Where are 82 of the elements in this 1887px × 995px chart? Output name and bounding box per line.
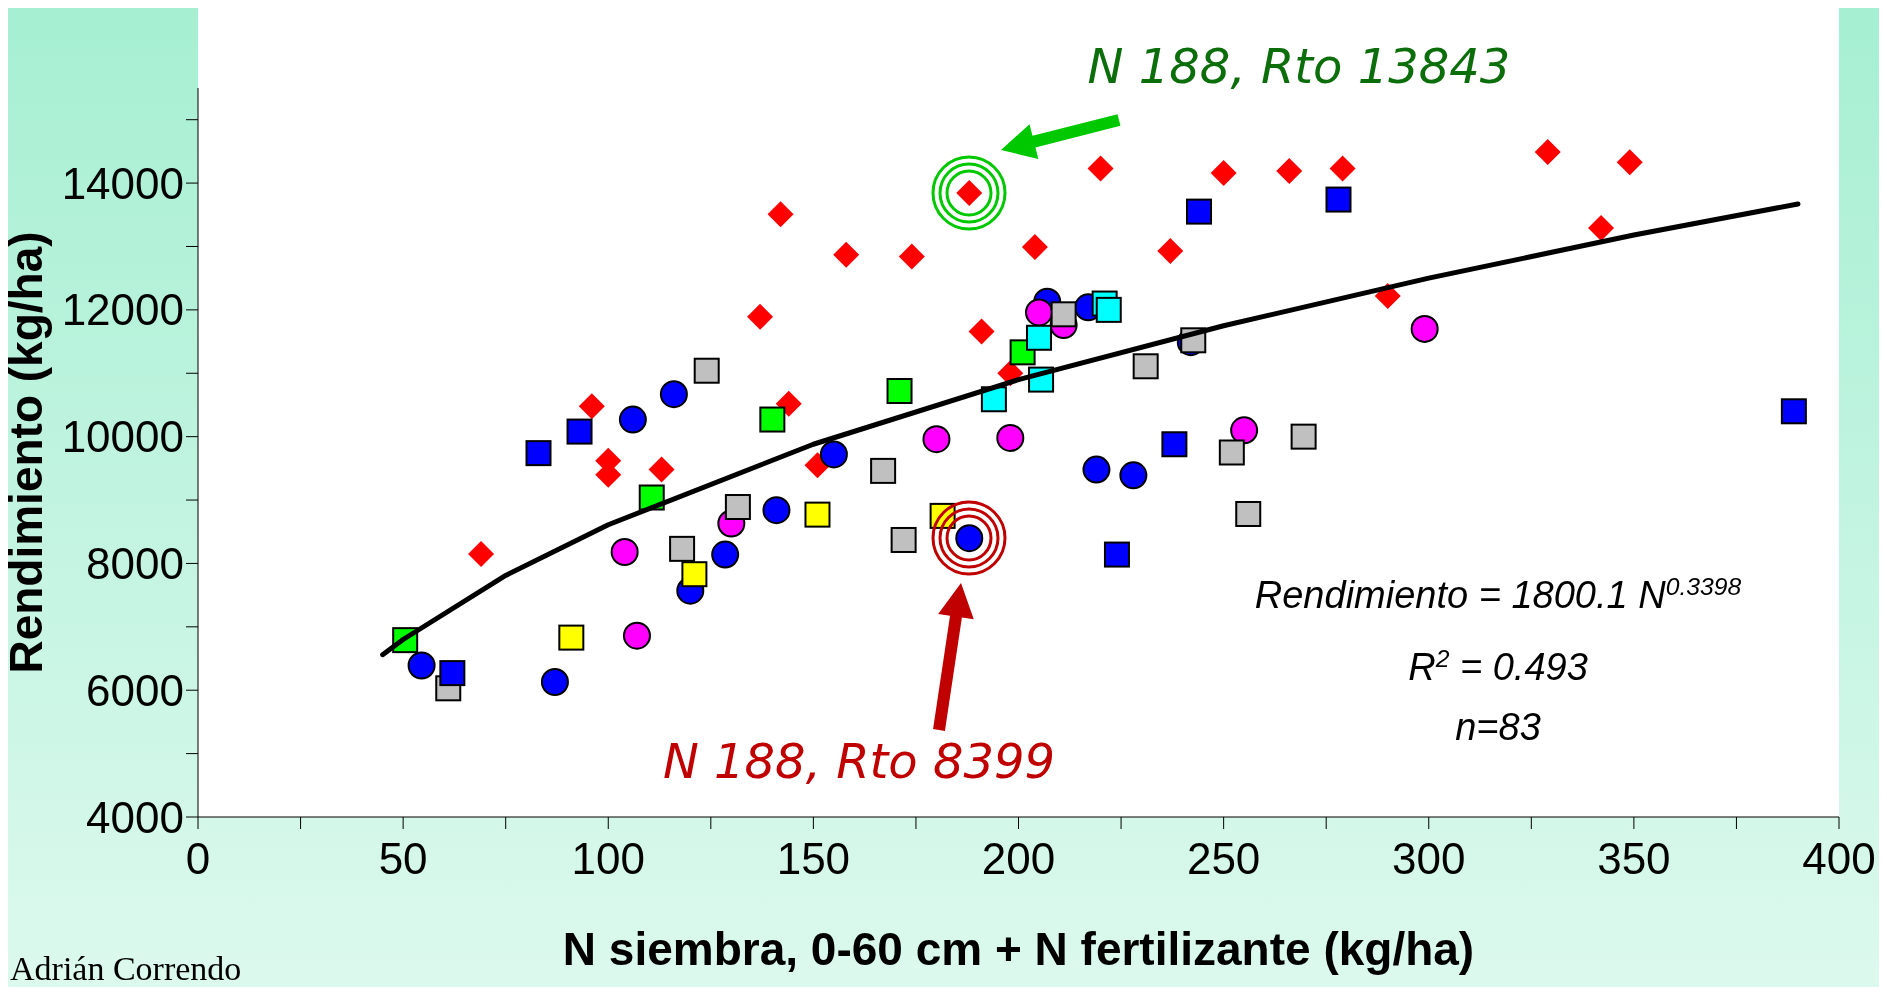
x-tick-label: 250 [1186, 834, 1261, 884]
annotation: N 188, Rto 8399 [662, 733, 1056, 789]
point [996, 423, 1025, 452]
point [1186, 198, 1213, 225]
point [439, 660, 466, 687]
point [407, 651, 436, 680]
point [870, 457, 897, 484]
point [558, 624, 585, 651]
point [1410, 314, 1439, 343]
point [747, 303, 774, 330]
point [1095, 296, 1122, 323]
point [1103, 541, 1130, 568]
point [622, 621, 651, 650]
point [1290, 423, 1317, 450]
point [618, 405, 647, 434]
point [762, 496, 791, 525]
point [1218, 439, 1245, 466]
point [610, 538, 639, 567]
point [681, 561, 708, 588]
point [1235, 500, 1262, 527]
point [968, 318, 995, 345]
point [1050, 301, 1077, 328]
point [1157, 237, 1184, 264]
point [468, 540, 495, 567]
point [1087, 155, 1114, 182]
point [775, 390, 802, 417]
y-tick-label: 12000 [61, 285, 184, 335]
y-axis-title: Rendimiento (kg/ha) [0, 231, 53, 674]
point [1780, 398, 1807, 425]
point [1119, 461, 1148, 490]
point [1132, 353, 1159, 380]
point [578, 393, 605, 420]
y-tick-label: 4000 [86, 792, 184, 842]
y-tick-label: 10000 [61, 412, 184, 462]
y-tick-label: 6000 [86, 665, 184, 715]
point [1230, 416, 1259, 445]
point [767, 201, 794, 228]
x-tick-label: 200 [981, 834, 1056, 884]
y-tick-label: 8000 [86, 539, 184, 589]
x-tick-label: 350 [1597, 834, 1671, 884]
point [1025, 298, 1054, 327]
point [1210, 159, 1237, 186]
x-tick-label: 300 [1392, 834, 1466, 884]
point [1161, 431, 1188, 458]
point [711, 540, 740, 569]
point [1616, 149, 1643, 176]
point [1082, 455, 1111, 484]
y-tick-label: 14000 [61, 158, 184, 208]
point [566, 418, 593, 445]
point [525, 440, 552, 467]
point [693, 357, 720, 384]
x-axis-title: N siembra, 0-60 cm + N fertilizante (kg/ha) [562, 923, 1475, 975]
x-tick-label: 400 [1802, 834, 1876, 884]
annotation: Rendimiento = 1800.1 N$^{0.3398}$ [1254, 572, 1742, 616]
point [819, 440, 848, 469]
point [1276, 158, 1303, 185]
point [1534, 139, 1561, 166]
annotation: R$^{2}$ = 0.493 [1408, 644, 1588, 688]
text: Adrián Correndo [10, 950, 242, 987]
point [1325, 186, 1352, 213]
x-tick-label: 100 [571, 834, 645, 884]
point [922, 425, 951, 454]
point [540, 667, 569, 696]
point [659, 380, 688, 409]
point [886, 378, 913, 405]
point [833, 241, 860, 268]
x-tick-label: 150 [776, 834, 851, 884]
annotation: n=83 [1455, 706, 1541, 748]
point [1026, 324, 1053, 351]
point [1021, 234, 1048, 261]
x-tick-label: 0 [185, 834, 211, 884]
point [1588, 215, 1615, 242]
point [648, 456, 675, 483]
point [724, 494, 751, 521]
x-tick-label: 50 [378, 834, 428, 884]
point [804, 501, 831, 528]
point [1329, 155, 1356, 182]
point [898, 243, 925, 270]
point [890, 526, 917, 553]
point [669, 535, 696, 562]
point [759, 406, 786, 433]
annotation: N 188, Rto 13843 [1087, 38, 1511, 94]
